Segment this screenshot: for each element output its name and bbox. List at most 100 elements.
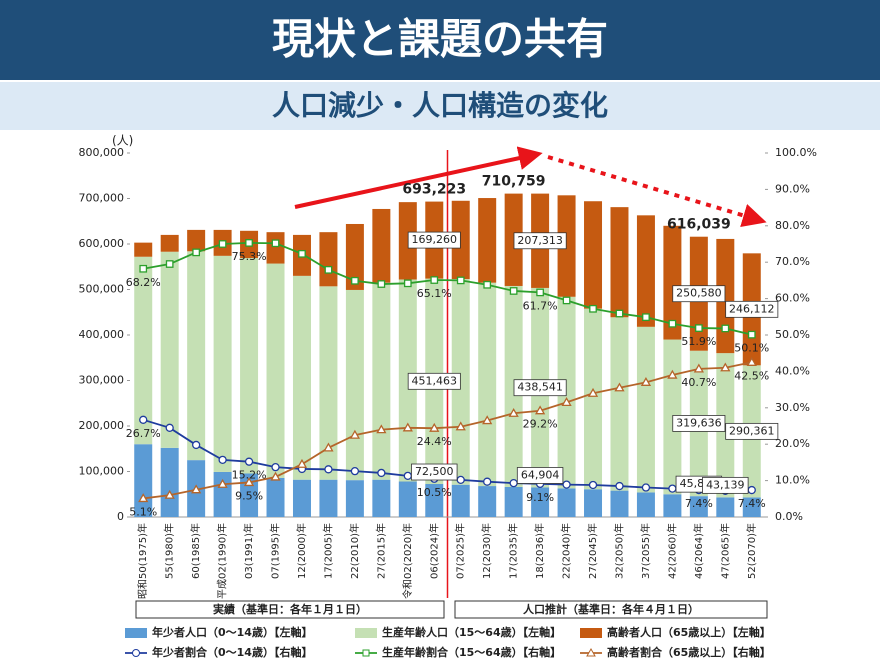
legend-label: 高齢者割合（65歳以上）【右軸】 bbox=[607, 645, 771, 659]
y2-tick-label: 70.0% bbox=[775, 255, 810, 268]
bar-value-label-box bbox=[725, 422, 779, 440]
ratio-marker bbox=[536, 288, 544, 297]
ratio-marker bbox=[747, 485, 756, 495]
ratio-value-label: 9.5% bbox=[235, 489, 263, 502]
period-label: 人口推計（基準日：各年４月１日） bbox=[523, 602, 699, 616]
ratio-line bbox=[143, 361, 752, 500]
bar-segment bbox=[345, 480, 364, 517]
y-tick-label: 700,000 bbox=[79, 192, 125, 205]
legend-swatch bbox=[580, 628, 602, 638]
ratio-marker bbox=[191, 484, 202, 494]
ratio-marker bbox=[614, 382, 625, 392]
legend-swatch bbox=[355, 628, 377, 638]
ratio-marker bbox=[562, 480, 571, 489]
bar-segment bbox=[266, 232, 285, 264]
bar-segment bbox=[504, 486, 523, 517]
ratio-marker bbox=[668, 319, 677, 328]
bar-segment bbox=[636, 492, 655, 517]
bar-value-label: 72,500 bbox=[415, 465, 454, 478]
x-tick-label: 32(2050)年 bbox=[612, 523, 625, 579]
ratio-marker bbox=[509, 287, 518, 295]
ratio-value-label: 26.7% bbox=[126, 427, 161, 440]
x-tick-label: 07(2025)年 bbox=[454, 523, 467, 579]
ratio-value-label: 40.7% bbox=[681, 376, 716, 389]
bar-value-label: 169,260 bbox=[412, 233, 458, 246]
ratio-marker bbox=[351, 276, 359, 285]
x-tick-label: 昭和50(1975)年 bbox=[136, 523, 149, 599]
ratio-marker bbox=[192, 248, 200, 257]
ratio-marker bbox=[376, 424, 387, 434]
ratio-marker bbox=[640, 377, 652, 386]
x-tick-label: 27(2045)年 bbox=[586, 523, 599, 579]
bar-segment bbox=[187, 251, 206, 461]
bar-segment bbox=[742, 497, 761, 517]
ratio-value-label: 65.1% bbox=[417, 287, 452, 300]
y-tick-label: 500,000 bbox=[79, 283, 125, 296]
bar-segment bbox=[134, 444, 153, 517]
bar-segment bbox=[240, 473, 259, 517]
legend-label: 年少者人口（0～14歳）【左軸】 bbox=[152, 625, 312, 639]
bar-segment bbox=[240, 258, 259, 474]
period-box bbox=[135, 600, 445, 619]
legend-marker bbox=[362, 649, 370, 657]
bar-value-label-box bbox=[407, 231, 461, 249]
bar-segment bbox=[319, 479, 338, 517]
ratio-marker bbox=[456, 276, 465, 285]
ratio-marker bbox=[695, 324, 703, 332]
bar-segment bbox=[425, 484, 444, 517]
ratio-marker bbox=[138, 493, 149, 503]
x-tick-label: 18(2036)年 bbox=[533, 523, 546, 579]
period-box bbox=[454, 600, 768, 619]
bar-segment bbox=[610, 317, 629, 491]
ratio-marker bbox=[218, 455, 227, 465]
x-tick-label: 12(2000)年 bbox=[295, 523, 308, 579]
bar-segment bbox=[372, 208, 391, 283]
ratio-marker bbox=[667, 369, 678, 379]
ratio-marker bbox=[350, 466, 360, 476]
bar-segment bbox=[689, 496, 708, 517]
bar-segment bbox=[345, 289, 364, 481]
bar-segment bbox=[266, 263, 285, 478]
ratio-value-label: 75.3% bbox=[232, 250, 267, 263]
ratio-marker bbox=[377, 468, 386, 478]
bar-value-label-box bbox=[513, 379, 567, 397]
ratio-marker bbox=[615, 309, 624, 318]
ratio-value-label: 61.7% bbox=[523, 299, 558, 312]
bar-segment bbox=[610, 490, 629, 517]
legend-label: 生産年齢割合（15～64歳）【右軸】 bbox=[382, 645, 561, 659]
bar-segment bbox=[636, 215, 655, 327]
ratio-marker bbox=[693, 363, 704, 373]
trend-arrow bbox=[294, 146, 543, 209]
bar-value-label-box bbox=[672, 285, 726, 303]
x-tick-label: 12(2030)年 bbox=[480, 523, 493, 579]
x-tick-label: 27(2015)年 bbox=[374, 523, 387, 579]
ratio-marker bbox=[324, 465, 333, 474]
ratio-marker bbox=[747, 330, 756, 339]
ratio-marker bbox=[720, 362, 731, 372]
bar-segment bbox=[345, 223, 364, 290]
ratio-marker bbox=[296, 458, 308, 468]
y-tick-label: 0 bbox=[117, 510, 124, 523]
ratio-marker bbox=[298, 249, 306, 258]
bar-segment bbox=[266, 477, 285, 517]
bar-segment bbox=[187, 229, 206, 252]
ratio-marker bbox=[455, 421, 466, 431]
legend-swatch bbox=[125, 628, 147, 638]
x-tick-label: 55(1980)年 bbox=[163, 523, 176, 579]
x-tick-label: 17(2005)年 bbox=[321, 523, 334, 579]
y2-tick-label: 30.0% bbox=[775, 401, 810, 414]
ratio-value-label: 5.1% bbox=[129, 505, 157, 518]
y2-tick-label: 100.0% bbox=[775, 146, 817, 159]
y2-tick-label: 20.0% bbox=[775, 437, 810, 450]
ratio-marker bbox=[483, 477, 492, 486]
x-tick-label: 22(2010)年 bbox=[348, 523, 361, 579]
bar-segment bbox=[584, 489, 603, 517]
y-tick-label: 800,000 bbox=[79, 146, 125, 159]
ratio-marker bbox=[587, 387, 599, 397]
bar-segment bbox=[663, 494, 682, 517]
x-tick-label: 37(2055)年 bbox=[639, 523, 652, 579]
ratio-line bbox=[143, 242, 752, 336]
bar-segment bbox=[584, 308, 603, 490]
ratio-marker bbox=[430, 276, 439, 284]
bar-value-label: 246,112 bbox=[729, 302, 775, 315]
